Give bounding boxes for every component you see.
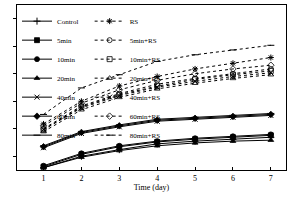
svg-text:40min: 40min	[57, 94, 75, 102]
svg-text:4: 4	[155, 174, 159, 183]
svg-text:80min+RS: 80min+RS	[130, 132, 161, 140]
svg-text:10min+RS: 10min+RS	[130, 56, 161, 64]
svg-text:60min: 60min	[57, 113, 75, 121]
svg-text:5: 5	[193, 174, 197, 183]
svg-text:7: 7	[269, 174, 273, 183]
svg-text:20min+RS: 20min+RS	[130, 75, 161, 83]
svg-text:3: 3	[117, 174, 121, 183]
svg-text:60min+RS: 60min+RS	[130, 113, 161, 121]
svg-text:Time (day): Time (day)	[134, 183, 170, 192]
svg-text:40min+RS: 40min+RS	[130, 94, 161, 102]
svg-text:RS: RS	[130, 18, 139, 26]
svg-text:10min: 10min	[57, 56, 75, 64]
svg-text:5min: 5min	[57, 37, 72, 45]
svg-text:80min: 80min	[57, 132, 75, 140]
svg-text:2: 2	[79, 174, 83, 183]
svg-text:5min+RS: 5min+RS	[130, 37, 157, 45]
svg-text:Control: Control	[57, 18, 78, 26]
svg-text:1: 1	[42, 174, 46, 183]
svg-text:20min: 20min	[57, 75, 75, 83]
svg-text:6: 6	[231, 174, 235, 183]
